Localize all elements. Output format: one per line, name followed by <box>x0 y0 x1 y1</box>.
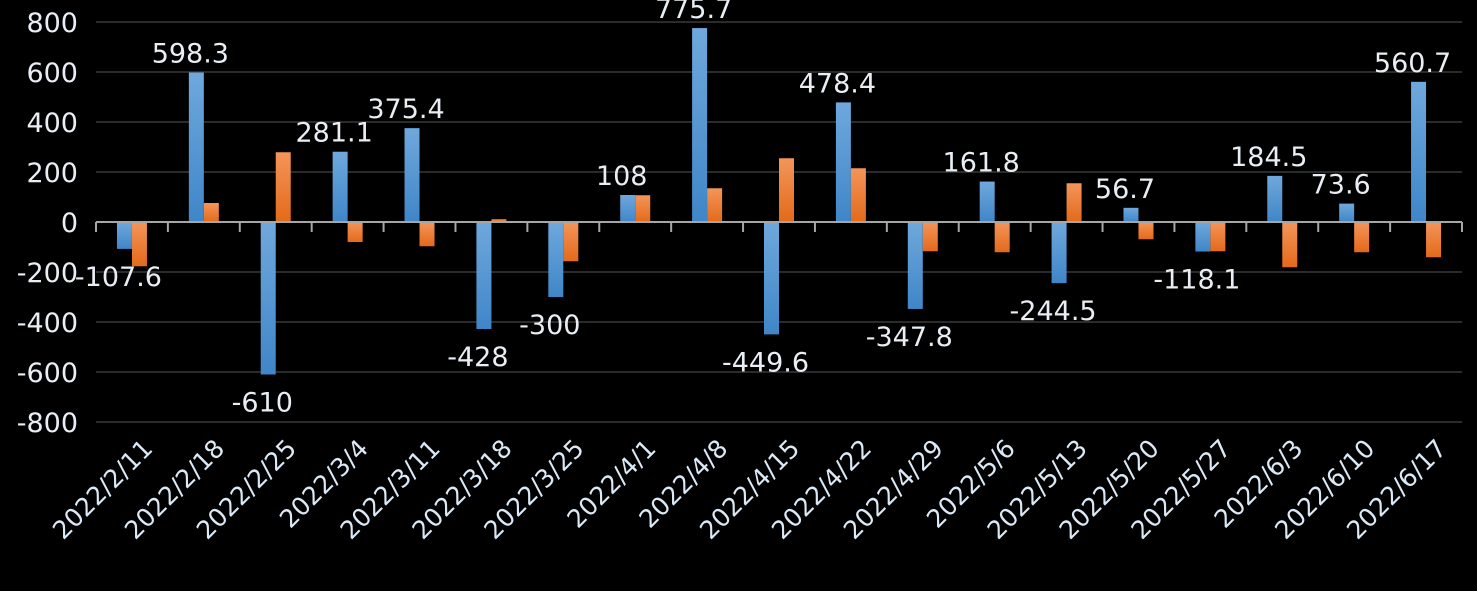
data-label: -244.5 <box>1010 296 1097 327</box>
bar-series-1 <box>979 181 995 222</box>
bar-series-2 <box>922 222 938 252</box>
bar-series-1 <box>1051 222 1067 284</box>
bar-series-1 <box>1267 175 1283 222</box>
bar-series-1 <box>907 222 923 309</box>
data-label: 108 <box>596 161 648 192</box>
bar-series-2 <box>1282 222 1298 268</box>
x-axis-ticks: 2022/2/112022/2/182022/2/252022/3/42022/… <box>47 434 1452 545</box>
data-label: 478.4 <box>799 68 876 99</box>
bar-series-2 <box>275 152 291 222</box>
bar-series-1 <box>620 195 636 222</box>
bar-series-1 <box>404 128 420 222</box>
data-label: -610 <box>232 388 293 419</box>
bar-series-1 <box>1195 222 1211 252</box>
bar-series-2 <box>1426 222 1442 258</box>
bar-series-1 <box>1339 203 1355 222</box>
data-label: 281.1 <box>295 118 372 149</box>
data-label: -449.6 <box>722 347 809 378</box>
data-label: -428 <box>447 342 508 373</box>
data-label: 598.3 <box>152 38 229 69</box>
data-label: 375.4 <box>367 94 444 125</box>
data-label: 56.7 <box>1095 174 1155 205</box>
bar-series-2 <box>491 219 507 222</box>
bar-series-1 <box>835 102 851 222</box>
bar-series-1 <box>332 151 348 222</box>
data-label: 73.6 <box>1311 170 1371 201</box>
bar-series-2 <box>635 195 651 222</box>
bar-series-1 <box>692 28 708 223</box>
bar-series-1 <box>1123 207 1139 222</box>
data-label: -300 <box>519 310 580 341</box>
bar-series-1 <box>188 72 204 222</box>
bar-series-1 <box>1411 81 1427 222</box>
bar-series-2 <box>131 222 147 267</box>
y-tick-label: -400 <box>17 308 78 339</box>
bar-series-1 <box>764 222 779 335</box>
data-label: -118.1 <box>1153 265 1240 296</box>
y-tick-label: 800 <box>26 8 78 39</box>
y-tick-label: 400 <box>26 108 78 139</box>
data-label: -107.6 <box>75 262 162 293</box>
bar-series-2 <box>994 222 1010 253</box>
y-axis-ticks: 800 600 400 200 0 -200 -400 -600 -800 <box>17 8 78 439</box>
bars <box>116 28 1442 375</box>
y-tick-label: 200 <box>26 158 78 189</box>
data-label: 560.7 <box>1374 48 1451 79</box>
data-label: 161.8 <box>943 148 1020 179</box>
bar-series-1 <box>260 222 276 375</box>
bar-series-2 <box>347 222 363 242</box>
bar-series-2 <box>203 203 219 222</box>
bar-series-2 <box>1138 222 1154 240</box>
data-label: 775.7 <box>655 0 732 25</box>
x-axis <box>95 221 1463 232</box>
bar-series-2 <box>779 158 794 222</box>
bar-series-2 <box>419 222 435 247</box>
y-tick-label: 600 <box>26 58 78 89</box>
y-tick-label: -600 <box>17 358 78 389</box>
y-tick-label: 0 <box>61 208 78 239</box>
bar-series-2 <box>1210 222 1226 252</box>
bar-series-2 <box>707 188 723 222</box>
y-tick-label: -800 <box>17 408 78 439</box>
data-label: -347.8 <box>866 322 953 353</box>
bar-series-1 <box>476 222 492 329</box>
y-tick-label: -200 <box>17 258 78 289</box>
data-label: 184.5 <box>1230 142 1307 173</box>
bar-series-2 <box>850 168 866 222</box>
bar-series-2 <box>563 222 579 262</box>
bar-series-2 <box>1066 183 1082 222</box>
bar-series-1 <box>548 222 564 297</box>
bar-series-2 <box>1354 222 1370 253</box>
bar-series-1 <box>116 222 132 249</box>
